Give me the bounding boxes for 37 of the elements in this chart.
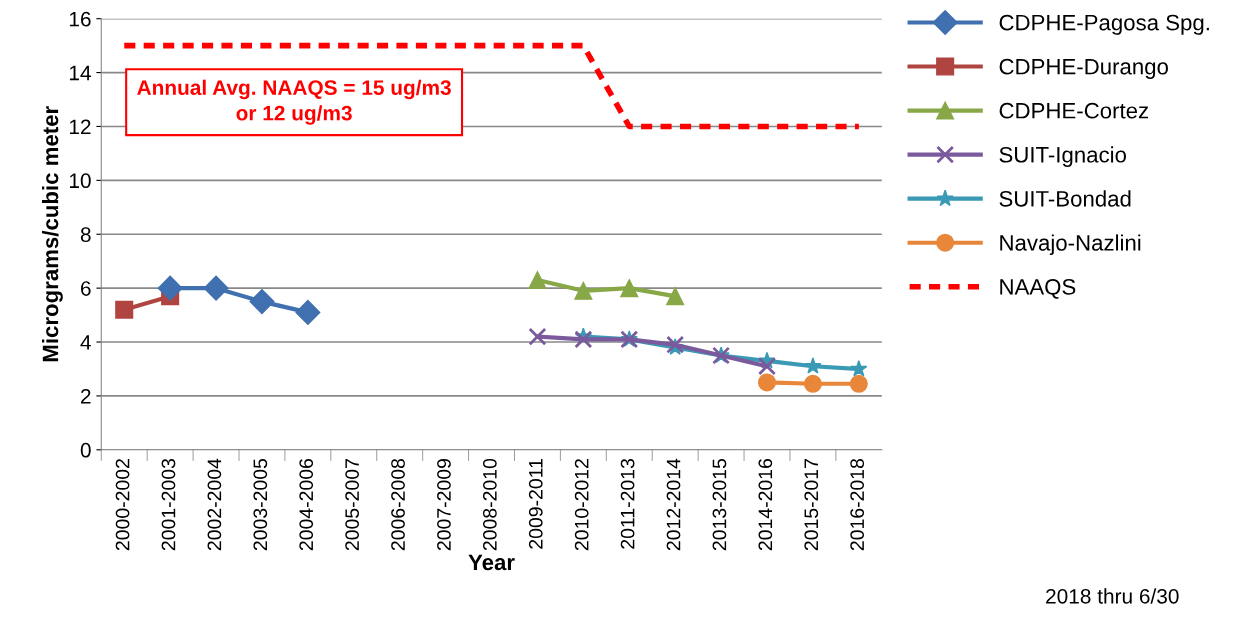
x-tick-label: 2012-2014	[666, 458, 681, 551]
x-tick-label: 2004-2006	[299, 458, 314, 551]
x-tick-label: 2005-2007	[345, 459, 360, 551]
y-tick-label: 8	[80, 227, 91, 242]
x-tick-label: 2010-2012	[574, 459, 589, 551]
y-tick-label: 12	[69, 119, 91, 135]
y-tick-label: 4	[80, 335, 91, 350]
legend-label: CDPHE-Cortez	[999, 102, 1149, 119]
x-tick-label: 2014-2016	[758, 458, 773, 551]
x-tick-label: 2006-2008	[391, 458, 405, 551]
y-tick-label: 0	[80, 442, 91, 458]
x-tick-label: 2002-2004	[207, 458, 222, 551]
legend-label: CDPHE-Durango	[999, 58, 1168, 79]
annotation: Annual Avg. NAAQS = 15 ug/m3 or 12 ug/m3	[137, 79, 451, 125]
x-tick-label: 2011-2013	[620, 458, 635, 549]
x-tick-label: 2009-2011	[528, 459, 543, 549]
y-tick-label: 2	[81, 388, 91, 404]
y-axis-title: Micrograms/cubic meter	[42, 106, 63, 362]
y-tick-label: 14	[69, 65, 91, 81]
legend-label: SUIT-Bondad	[999, 190, 1131, 207]
x-axis-title: Year	[468, 554, 515, 571]
x-tick-label: 2001-2003	[161, 458, 176, 551]
legend-label: SUIT-Ignacio	[999, 146, 1127, 167]
x-tick-label: 2013-2015	[712, 458, 727, 551]
y-tick-label: 16	[69, 11, 91, 27]
text: 2018 thru 6/30	[1046, 588, 1179, 604]
y-tick-label: 6	[81, 281, 91, 296]
x-tick-label: 2007-2009	[437, 459, 451, 551]
x-tick-label: 2015-2017	[804, 459, 819, 551]
x-tick-label: 2016-2018	[850, 458, 865, 551]
legend-label: Navajo-Nazlini	[1000, 234, 1141, 256]
x-tick-label: 2000-2002	[115, 459, 130, 551]
x-tick-label: 2008-2010	[482, 458, 497, 551]
legend-label: CDPHE-Pagosa Spg.	[999, 14, 1209, 35]
x-tick-label: 2003-2005	[253, 458, 268, 551]
legend-label: NAAQS	[1000, 279, 1076, 299]
y-tick-label: 10	[69, 173, 91, 189]
